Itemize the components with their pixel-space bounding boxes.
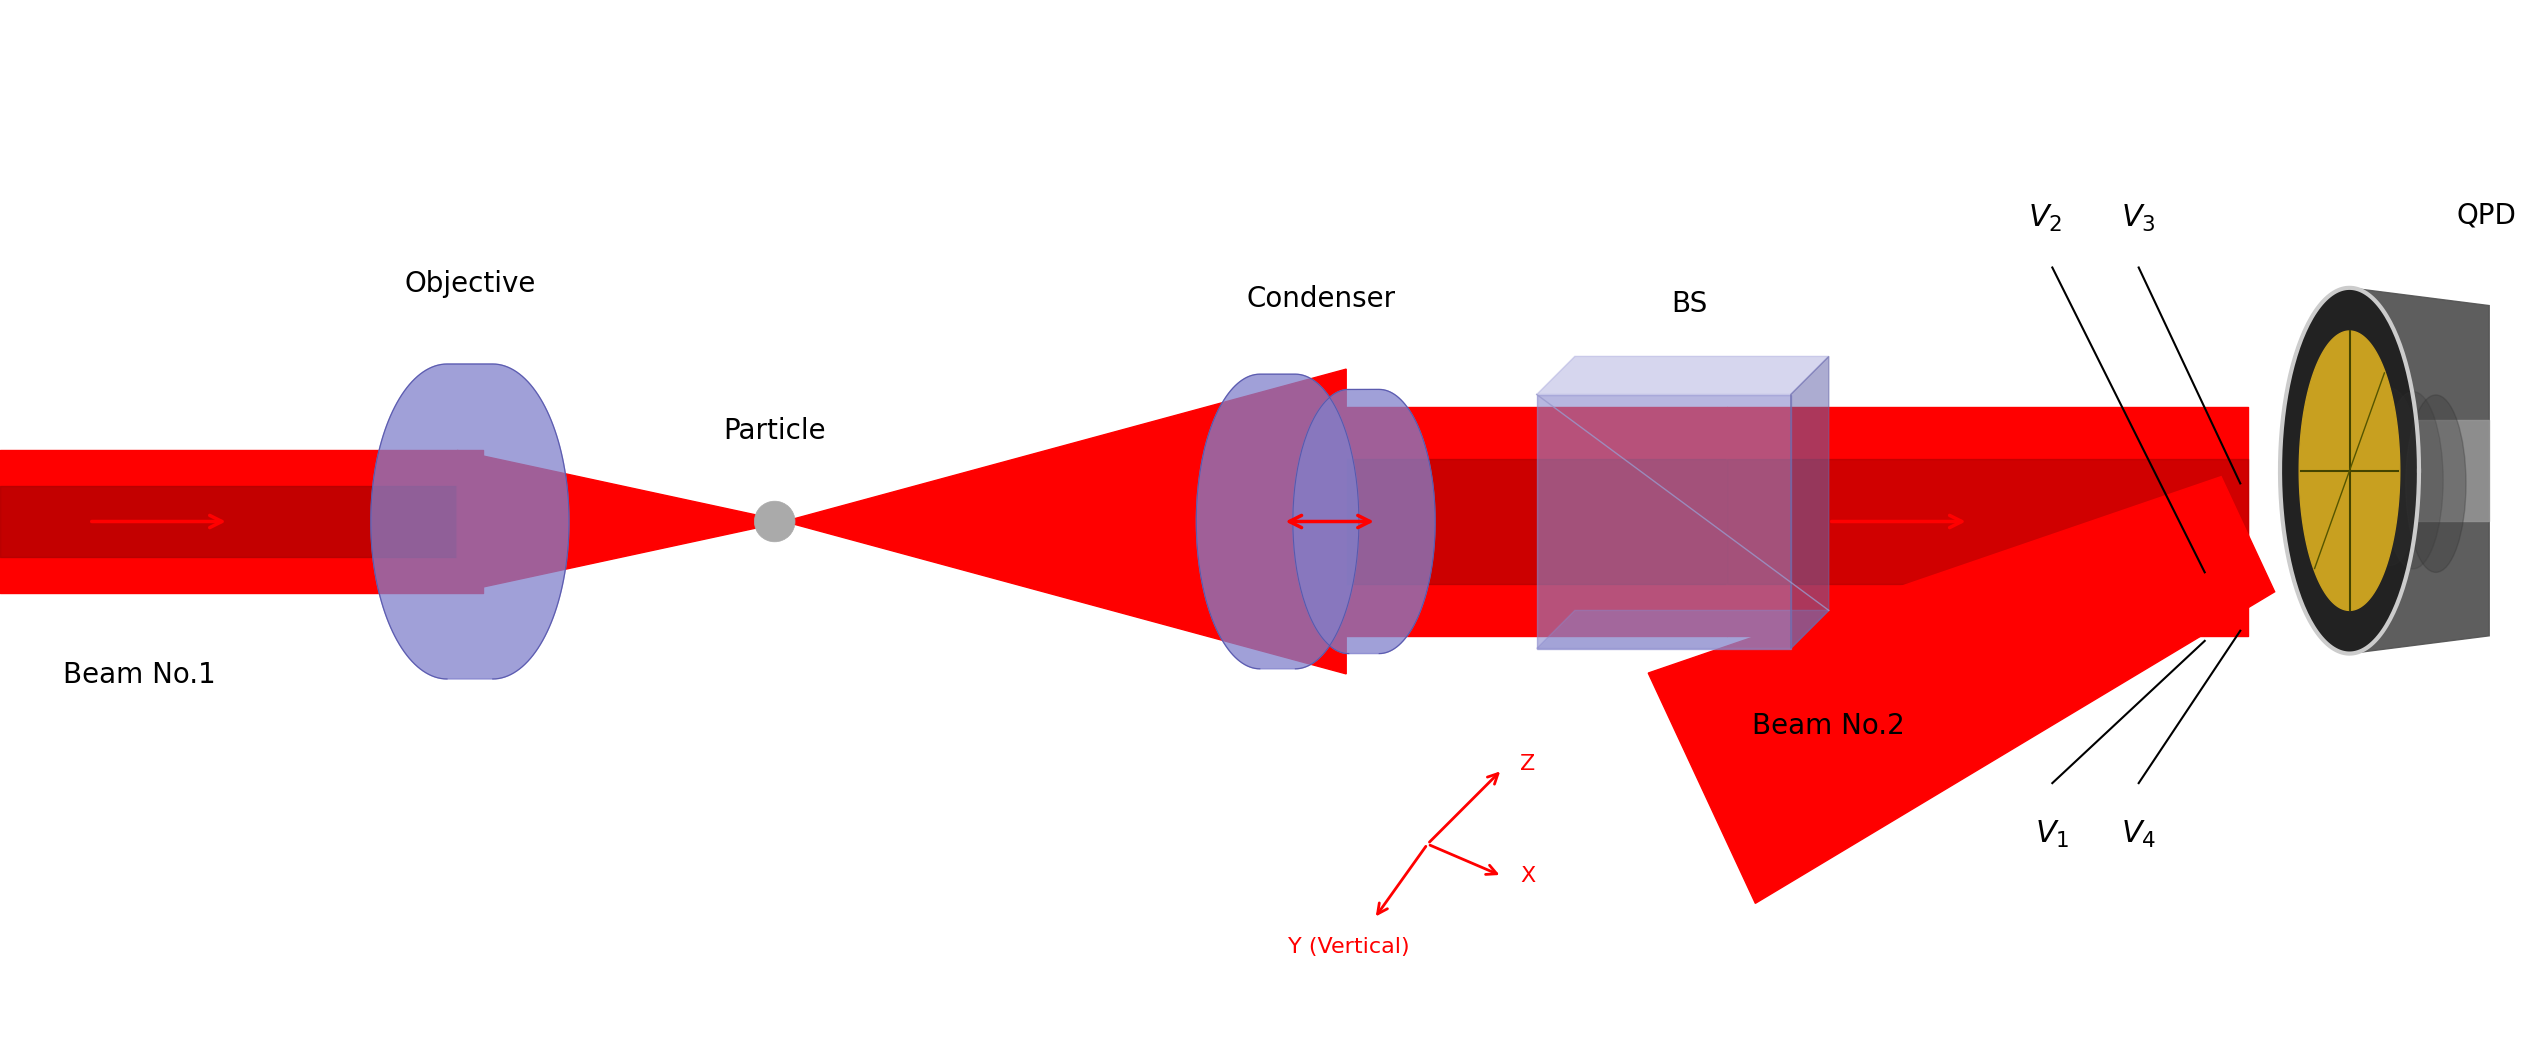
Polygon shape (1648, 477, 2276, 903)
Ellipse shape (2339, 385, 2400, 562)
Ellipse shape (2332, 382, 2395, 564)
Text: QPD: QPD (2456, 201, 2517, 229)
Ellipse shape (2316, 380, 2383, 562)
Circle shape (754, 502, 795, 541)
Text: $V_2$: $V_2$ (2027, 203, 2062, 235)
Polygon shape (1791, 357, 1829, 649)
Polygon shape (2350, 288, 2489, 654)
Polygon shape (2299, 331, 2400, 610)
Polygon shape (1537, 394, 1791, 649)
Text: $V_4$: $V_4$ (2121, 819, 2156, 850)
Ellipse shape (2327, 381, 2390, 564)
Ellipse shape (2383, 391, 2443, 568)
Ellipse shape (2339, 383, 2405, 566)
Text: Beam No.1: Beam No.1 (64, 661, 216, 689)
Polygon shape (1293, 389, 1435, 654)
Ellipse shape (2360, 388, 2421, 565)
Ellipse shape (2334, 382, 2398, 565)
Text: BS: BS (1671, 290, 1707, 318)
Polygon shape (371, 364, 569, 679)
Text: $V_3$: $V_3$ (2121, 203, 2156, 235)
Ellipse shape (2405, 395, 2466, 573)
Polygon shape (457, 451, 775, 592)
Polygon shape (1537, 610, 1829, 649)
Text: Beam No.2: Beam No.2 (1753, 712, 1905, 739)
Polygon shape (1196, 374, 1359, 669)
Text: Particle: Particle (724, 417, 826, 445)
Ellipse shape (2324, 381, 2388, 563)
Ellipse shape (2337, 383, 2400, 565)
Text: Objective: Objective (404, 270, 536, 298)
Ellipse shape (2322, 380, 2385, 562)
Polygon shape (2281, 288, 2418, 654)
Polygon shape (775, 369, 1346, 674)
Polygon shape (1537, 357, 1829, 394)
Text: Condenser: Condenser (1247, 285, 1394, 313)
Text: Y (Vertical): Y (Vertical) (1288, 937, 1410, 956)
Text: $V_1$: $V_1$ (2035, 819, 2070, 850)
Text: X: X (1519, 866, 1537, 887)
Text: Z: Z (1519, 754, 1537, 774)
